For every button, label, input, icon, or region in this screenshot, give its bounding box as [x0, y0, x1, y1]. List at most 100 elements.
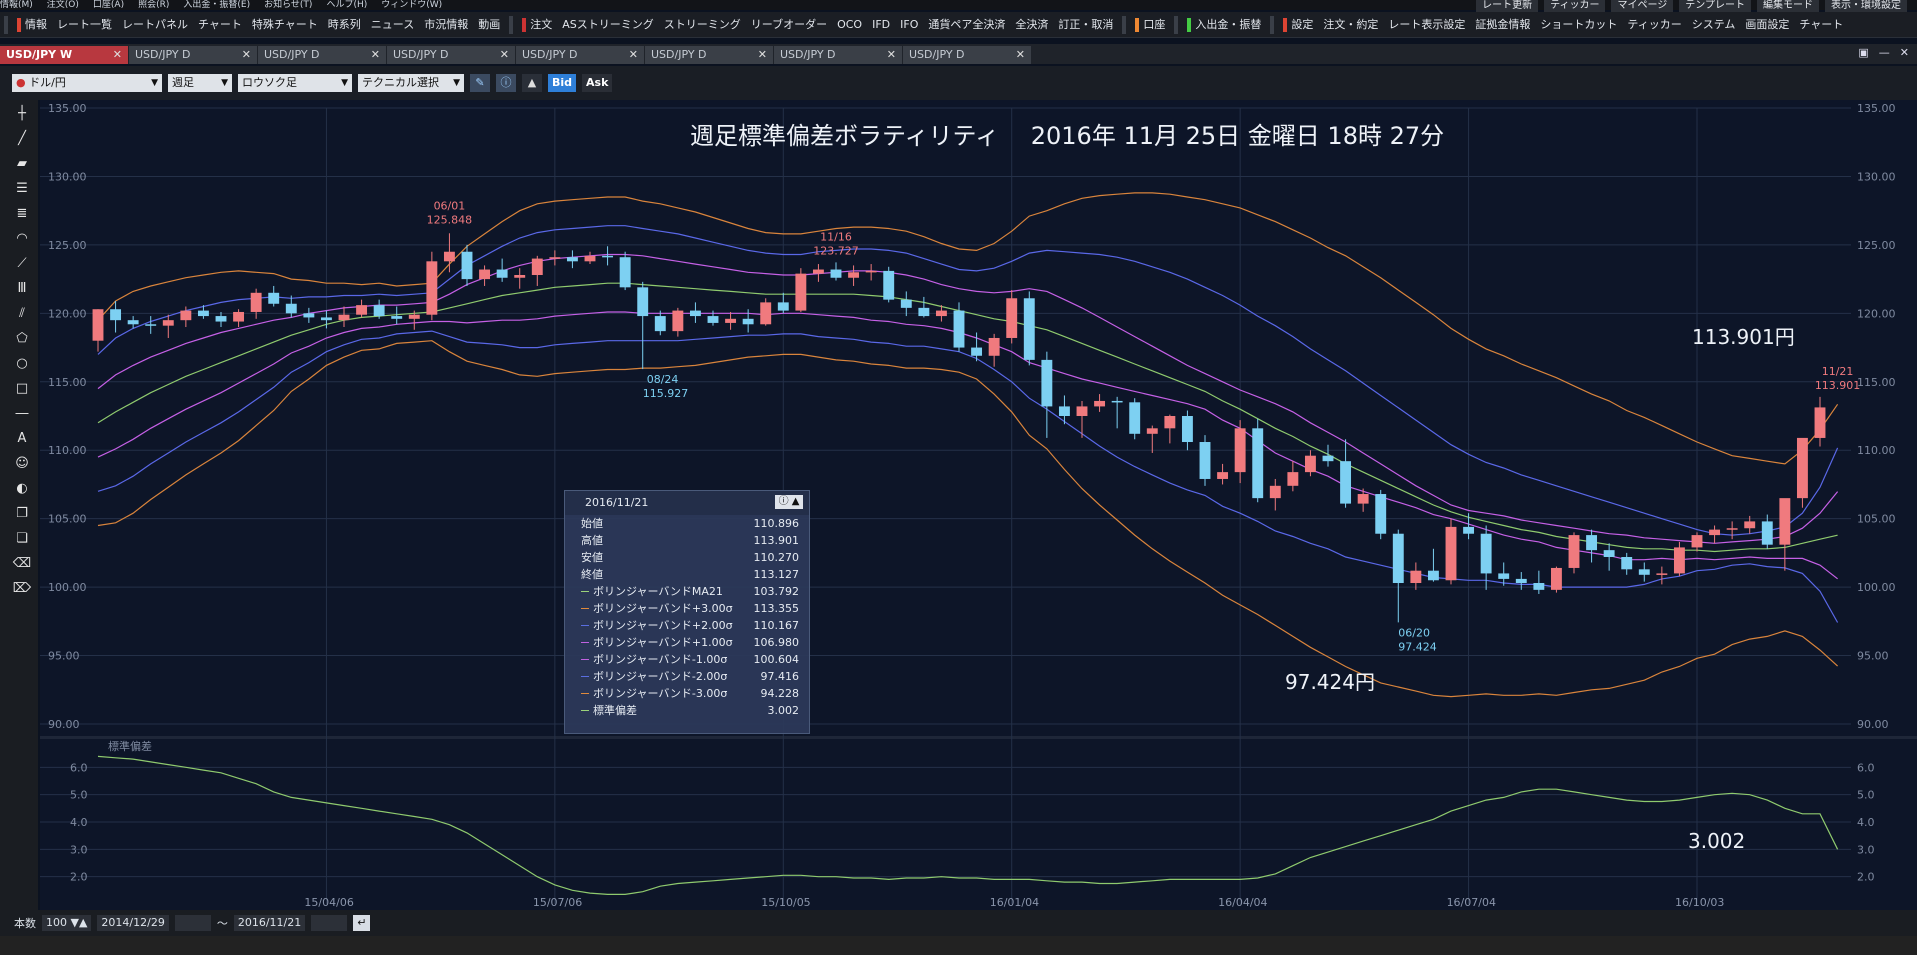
candle-body[interactable]	[760, 302, 772, 325]
toolbar-item[interactable]: レート表示設定	[1383, 15, 1470, 35]
channel-icon[interactable]: ⫽	[19, 306, 25, 321]
chart-tab[interactable]: USD/JPY D ✕	[129, 46, 257, 64]
toolbar-right-button[interactable]: レート更新	[1476, 0, 1539, 12]
candle-body[interactable]	[197, 310, 209, 317]
to-time-input[interactable]	[311, 915, 348, 931]
toolbar-item[interactable]: 証拠金情報	[1470, 15, 1535, 35]
arc-icon[interactable]: ◠	[16, 231, 28, 246]
menu-item[interactable]: ヘルプ(H)	[326, 0, 368, 10]
chart-tab[interactable]: USD/JPY D ✕	[903, 46, 1031, 64]
candle-body[interactable]	[1304, 455, 1316, 473]
candle-body[interactable]	[1638, 569, 1650, 575]
candle-body[interactable]	[1164, 416, 1176, 429]
candle-body[interactable]	[1340, 461, 1352, 504]
candle-body[interactable]	[566, 257, 578, 262]
maximize-icon[interactable]: ▣	[1858, 46, 1869, 59]
candle-body[interactable]	[1269, 485, 1281, 499]
candle-body[interactable]	[268, 292, 280, 304]
toolbar-item[interactable]: 入出金・振替	[1182, 15, 1266, 35]
toolbar-item[interactable]: 口座	[1130, 15, 1170, 35]
candle-body[interactable]	[1322, 455, 1334, 462]
multi-lines-icon[interactable]: ≣	[16, 206, 28, 221]
close-icon[interactable]: ✕	[112, 48, 122, 61]
from-time-input[interactable]	[174, 915, 211, 931]
close-icon[interactable]: ✕	[628, 48, 638, 61]
candle-body[interactable]	[1076, 406, 1088, 416]
toolbar-item[interactable]: ASストリーミング	[557, 15, 659, 35]
candle-body[interactable]	[1673, 547, 1685, 574]
candle-body[interactable]	[479, 269, 491, 280]
candle-body[interactable]	[1568, 535, 1580, 568]
candle-body[interactable]	[1006, 298, 1018, 338]
candle-body[interactable]	[514, 275, 526, 278]
candle-body[interactable]	[689, 310, 701, 317]
chart-type-select[interactable]: ロウソク足 ▼	[238, 74, 352, 92]
candle-body[interactable]	[461, 251, 473, 280]
toolbar-item[interactable]: チャート	[193, 15, 247, 35]
menu-item[interactable]: 口座(A)	[92, 0, 125, 10]
chart-tab[interactable]: USD/JPY W ✕	[0, 46, 128, 64]
candle-body[interactable]	[918, 307, 930, 317]
candle-body[interactable]	[953, 310, 965, 348]
candle-body[interactable]	[1761, 521, 1773, 545]
candle-body[interactable]	[742, 318, 754, 325]
candle-body[interactable]	[1129, 402, 1141, 434]
candle-body[interactable]	[900, 299, 912, 308]
candle-body[interactable]	[408, 314, 420, 319]
toolbar-item[interactable]: ショートカット	[1535, 15, 1622, 35]
toolbar-item[interactable]: 特殊チャート	[247, 15, 323, 35]
candle-body[interactable]	[1533, 583, 1545, 590]
toolbar-item[interactable]: システム	[1687, 15, 1741, 35]
toolbar-item[interactable]: 通貨ペア全決済	[923, 15, 1010, 35]
close-icon[interactable]: ✕	[757, 48, 767, 61]
candle-body[interactable]	[1146, 428, 1158, 434]
candle-body[interactable]	[426, 261, 438, 315]
toolbar-item[interactable]: IFD	[867, 15, 895, 35]
candle-body[interactable]	[1550, 567, 1562, 590]
vertical-lines-icon[interactable]: Ⅲ	[17, 281, 27, 296]
candle-body[interactable]	[637, 287, 649, 317]
chart-area[interactable]: 135.00 135.00 130.00 130.00 125.00 125.00 120.…	[40, 100, 1917, 910]
rectangle-icon[interactable]: □	[15, 381, 29, 396]
toolbar-item[interactable]: 注文	[517, 15, 557, 35]
toolbar-item[interactable]: 設定	[1278, 15, 1318, 35]
candle-body[interactable]	[1094, 400, 1106, 407]
toolbar-item[interactable]: 動画	[473, 15, 505, 35]
from-date-input[interactable]: 2014/12/29	[97, 915, 169, 931]
candle-body[interactable]	[1357, 494, 1369, 504]
candle-body[interactable]	[1427, 570, 1439, 581]
chart-tab[interactable]: USD/JPY D ✕	[645, 46, 773, 64]
candle-body[interactable]	[1814, 407, 1826, 438]
candle-body[interactable]	[1041, 359, 1053, 407]
candle-body[interactable]	[1480, 533, 1492, 574]
menu-item[interactable]: ウィンドウ(W)	[381, 0, 443, 10]
menu-item[interactable]: 注文(O)	[46, 0, 79, 10]
candle-body[interactable]	[883, 270, 895, 300]
bid-button[interactable]: Bid	[548, 74, 577, 92]
candle-body[interactable]	[1392, 533, 1404, 584]
candle-body[interactable]	[848, 272, 860, 278]
candle-body[interactable]	[303, 313, 315, 318]
candle-body[interactable]	[250, 292, 262, 312]
ask-button[interactable]: Ask	[582, 74, 613, 92]
candle-body[interactable]	[1217, 472, 1229, 479]
magnet-icon[interactable]: ◐	[16, 481, 28, 496]
candle-body[interactable]	[1796, 437, 1808, 499]
candle-body[interactable]	[127, 320, 139, 325]
pentagon-icon[interactable]: ⬠	[16, 331, 28, 346]
chart-svg[interactable]: 135.00 135.00 130.00 130.00 125.00 125.00 120.…	[40, 100, 1917, 910]
candle-body[interactable]	[338, 314, 350, 321]
toolbar-item[interactable]: チャート	[1794, 15, 1848, 35]
close-icon[interactable]: ✕	[886, 48, 896, 61]
close-icon[interactable]: ✕	[1015, 48, 1025, 61]
toolbar-item[interactable]: ストリーミング	[659, 15, 746, 35]
menu-item[interactable]: お知らせ(T)	[264, 0, 313, 10]
menu-item[interactable]: 入出金・振替(E)	[183, 0, 251, 10]
candle-body[interactable]	[496, 269, 508, 278]
candle-body[interactable]	[92, 309, 104, 341]
candle-body[interactable]	[777, 302, 789, 311]
toolbar-right-button[interactable]: 編集モード	[1757, 0, 1819, 12]
toolbar-item[interactable]: ティッカー	[1622, 15, 1686, 35]
candle-body[interactable]	[1621, 556, 1633, 570]
candle-body[interactable]	[935, 310, 947, 317]
